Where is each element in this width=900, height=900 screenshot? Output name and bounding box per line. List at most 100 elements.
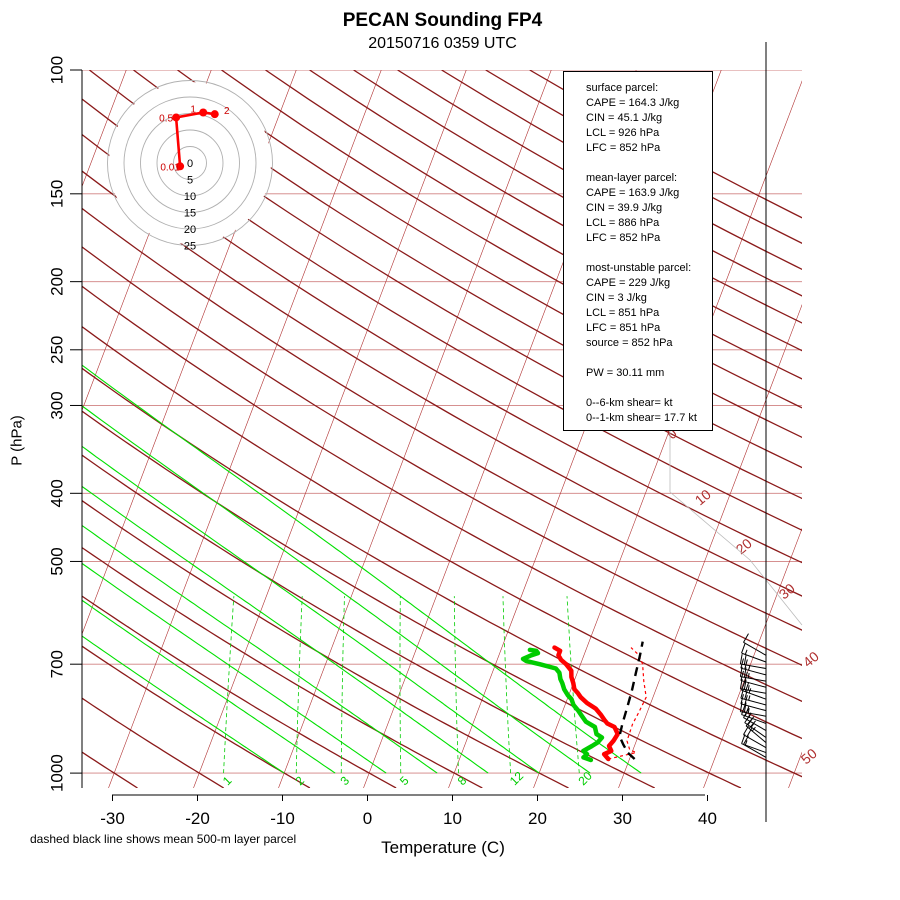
isotherm-label: 10 [692,486,714,508]
hodograph-ring-label: 5 [187,175,193,187]
dry-adiabat [82,454,655,788]
most-unstable-lcl: LCL = 851 hPa [586,307,660,319]
isotherm-label: 30 [776,580,798,602]
hodograph-ring-label: 25 [184,241,196,253]
isotherm-line [703,527,802,788]
mixing-ratio-line [566,596,580,774]
x-tick-label: -30 [100,809,125,828]
hodograph-ring [173,146,207,180]
mixing-ratio-label: 20 [576,769,596,789]
hodograph-ring [156,129,224,197]
mixing-ratio-line [223,596,235,774]
x-axis-label: Temperature (C) [381,838,505,857]
most-unstable-source: source = 852 hPa [586,337,673,349]
hodograph-trace [174,111,215,167]
x-tick-label: -10 [270,809,295,828]
mixing-ratio-line [453,596,459,774]
isotherm-line [108,70,382,788]
x-tick-label: 40 [698,809,717,828]
hodograph-ring [123,96,257,230]
mixing-ratio-line [295,596,303,774]
x-tick-label: 20 [528,809,547,828]
isotherm-line [193,70,467,788]
hodograph-ring [107,80,273,246]
wind-barb [743,633,767,656]
dry-adiabat [82,499,569,788]
hodograph-height-label: 0.01 [160,162,180,173]
chart-title: PECAN Sounding FP4 [342,10,543,31]
dry-adiabat [82,246,802,666]
isotherm-line [788,751,802,788]
surface-lfc: LFC = 852 hPa [586,142,661,154]
hodograph-point [210,110,219,119]
dry-adiabat [82,697,225,788]
wind-barb [740,670,767,688]
dry-adiabat [82,410,742,788]
surface-cape: CAPE = 164.3 J/kg [586,97,680,109]
mixing-ratio-line [502,596,511,774]
moist-adiabat [82,562,387,774]
moist-adiabat [82,445,540,774]
wind-barb [739,701,767,717]
hodograph-ring [140,113,240,213]
dry-adiabat [82,98,802,531]
mixing-ratio-label: 12 [507,769,527,789]
mixing-ratio-label: 3 [337,773,352,788]
chart-subtitle: 20150716 0359 UTC [368,35,517,52]
hodograph-point [172,113,181,122]
dry-adiabat [82,170,802,597]
p-tick-label: 500 [47,547,66,575]
hodograph-height-label: 0.5 [159,113,173,124]
p-tick-label: 400 [47,479,66,507]
wind-barb [741,643,767,663]
mixing-ratio-line [340,596,345,774]
surface-cin: CIN = 45.1 J/kg [586,112,663,124]
isotherm-line [874,70,900,788]
dry-adiabat [82,325,802,740]
mean-layer-cape: CAPE = 163.9 J/kg [586,187,680,199]
p-tick-label: 150 [47,180,66,208]
surface-parcel-header: surface parcel: [586,82,659,94]
hodograph-point [199,108,208,117]
hodograph-height-label: 2 [224,106,230,117]
dewpoint-line [520,647,605,763]
shear-0-6km: 0--6-km shear= kt [586,397,673,409]
mean-layer-lcl: LCL = 886 hPa [586,217,660,229]
dry-adiabat [265,70,802,380]
parcel-info-box: surface parcel: CAPE = 164.3 J/kg CIN = … [563,71,713,431]
p-tick-label: 1000 [47,754,66,792]
temperature-line [552,645,620,762]
mixing-ratio-label: 5 [397,773,412,788]
most-unstable-lfc: LFC = 851 hPa [586,322,661,334]
x-tick-label: 10 [443,809,462,828]
moist-adiabat [82,364,642,774]
most-unstable-cin: CIN = 3 J/kg [586,292,647,304]
dry-adiabat [82,207,802,631]
mean-layer-parcel-header: mean-layer parcel: [586,172,678,184]
hodograph-ring-label: 20 [184,224,196,236]
hodograph-point [176,162,185,171]
dry-adiabat [82,133,802,564]
dry-adiabat [89,70,802,500]
isotherm-label: 40 [800,648,822,670]
mean-layer-cin: CIN = 39.9 J/kg [586,202,663,214]
p-tick-label: 300 [47,391,66,419]
hodograph-ring-label: 10 [184,191,196,203]
p-tick-label: 200 [47,267,66,295]
moist-adiabat [82,485,489,774]
mixing-ratio-line [399,596,402,774]
wind-barb [739,654,767,670]
x-tick-label: 0 [363,809,372,828]
wind-barb [740,658,767,676]
dry-adiabat [82,546,483,788]
precipitable-water: PW = 30.11 mm [586,367,665,379]
dry-adiabat [82,285,802,703]
isotherm-line [618,304,802,788]
surface-lcl: LCL = 926 hPa [586,127,660,139]
wind-barb [741,734,767,754]
footnote: dashed black line shows mean 500-m layer… [30,832,297,846]
mean-500-m-layer-parcel-line [618,641,644,760]
p-tick-label: 700 [47,650,66,678]
hodograph-height-label: 1 [190,105,196,116]
wind-barb [740,688,767,706]
